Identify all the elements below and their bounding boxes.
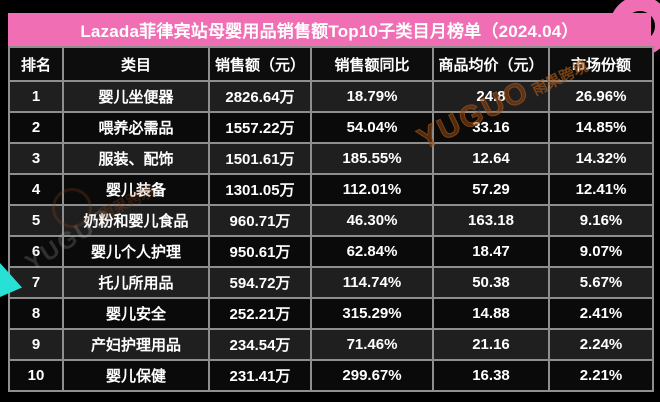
cell-sales-yoy: 315.29% bbox=[310, 297, 434, 330]
cell-sales: 960.71万 bbox=[208, 204, 312, 237]
cell-sales: 950.61万 bbox=[208, 235, 312, 268]
table-row: 1 婴儿坐便器 2826.64万 18.79% 24.8 26.96% bbox=[8, 80, 654, 113]
cell-sales-yoy: 18.79% bbox=[310, 80, 434, 113]
table-row: 6 婴儿个人护理 950.61万 62.84% 18.47 9.07% bbox=[8, 235, 654, 268]
table-row: 9 产妇护理用品 234.54万 71.46% 21.16 2.24% bbox=[8, 328, 654, 361]
header-row: 排名 类目 销售额（元） 销售额同比 商品均价（元） 市场份额 bbox=[8, 46, 654, 82]
table-row: 7 托儿所用品 594.72万 114.74% 50.38 5.67% bbox=[8, 266, 654, 299]
cell-category: 服装、配饰 bbox=[62, 142, 210, 175]
cell-avg-price: 16.38 bbox=[432, 359, 550, 392]
cell-avg-price: 24.8 bbox=[432, 80, 550, 113]
cell-rank: 6 bbox=[8, 235, 64, 268]
col-header-avg-price: 商品均价（元） bbox=[432, 46, 550, 82]
cell-avg-price: 33.16 bbox=[432, 111, 550, 144]
cell-avg-price: 163.18 bbox=[432, 204, 550, 237]
cell-market-share: 14.85% bbox=[548, 111, 654, 144]
cell-category: 婴儿个人护理 bbox=[62, 235, 210, 268]
cell-rank: 9 bbox=[8, 328, 64, 361]
cell-market-share: 9.16% bbox=[548, 204, 654, 237]
cell-market-share: 26.96% bbox=[548, 80, 654, 113]
cell-sales-yoy: 299.67% bbox=[310, 359, 434, 392]
cell-sales: 1557.22万 bbox=[208, 111, 312, 144]
ranking-table: 排名 类目 销售额（元） 销售额同比 商品均价（元） 市场份额 1 婴儿坐便器 … bbox=[8, 46, 654, 392]
cell-sales-yoy: 54.04% bbox=[310, 111, 434, 144]
title-banner: Lazada菲律宾站母婴用品销售额Top10子类目月榜单（2024.04） bbox=[8, 13, 651, 46]
cell-sales-yoy: 62.84% bbox=[310, 235, 434, 268]
cell-market-share: 2.41% bbox=[548, 297, 654, 330]
table-row: 2 喂养必需品 1557.22万 54.04% 33.16 14.85% bbox=[8, 111, 654, 144]
col-header-rank: 排名 bbox=[8, 46, 64, 82]
cell-sales-yoy: 114.74% bbox=[310, 266, 434, 299]
cell-avg-price: 50.38 bbox=[432, 266, 550, 299]
cell-rank: 1 bbox=[8, 80, 64, 113]
cell-market-share: 9.07% bbox=[548, 235, 654, 268]
cell-rank: 3 bbox=[8, 142, 64, 175]
cell-rank: 4 bbox=[8, 173, 64, 206]
col-header-market-share: 市场份额 bbox=[548, 46, 654, 82]
cell-avg-price: 57.29 bbox=[432, 173, 550, 206]
cell-sales-yoy: 71.46% bbox=[310, 328, 434, 361]
cell-avg-price: 21.16 bbox=[432, 328, 550, 361]
cell-category: 奶粉和婴儿食品 bbox=[62, 204, 210, 237]
cell-sales: 1301.05万 bbox=[208, 173, 312, 206]
cell-rank: 8 bbox=[8, 297, 64, 330]
col-header-sales: 销售额（元） bbox=[208, 46, 312, 82]
cell-rank: 2 bbox=[8, 111, 64, 144]
table-row: 8 婴儿安全 252.21万 315.29% 14.88 2.41% bbox=[8, 297, 654, 330]
cell-category: 婴儿保健 bbox=[62, 359, 210, 392]
cell-sales: 234.54万 bbox=[208, 328, 312, 361]
page-title: Lazada菲律宾站母婴用品销售额Top10子类目月榜单（2024.04） bbox=[80, 22, 579, 41]
cell-category: 托儿所用品 bbox=[62, 266, 210, 299]
cell-category: 产妇护理用品 bbox=[62, 328, 210, 361]
cell-avg-price: 18.47 bbox=[432, 235, 550, 268]
table-row: 5 奶粉和婴儿食品 960.71万 46.30% 163.18 9.16% bbox=[8, 204, 654, 237]
cell-sales-yoy: 112.01% bbox=[310, 173, 434, 206]
cell-category: 婴儿装备 bbox=[62, 173, 210, 206]
cell-market-share: 5.67% bbox=[548, 266, 654, 299]
table-row: 4 婴儿装备 1301.05万 112.01% 57.29 12.41% bbox=[8, 173, 654, 206]
cell-market-share: 14.32% bbox=[548, 142, 654, 175]
cell-category: 婴儿安全 bbox=[62, 297, 210, 330]
cell-sales: 594.72万 bbox=[208, 266, 312, 299]
cell-sales: 252.21万 bbox=[208, 297, 312, 330]
cell-avg-price: 14.88 bbox=[432, 297, 550, 330]
cell-sales-yoy: 46.30% bbox=[310, 204, 434, 237]
cell-category: 喂养必需品 bbox=[62, 111, 210, 144]
cell-sales: 1501.61万 bbox=[208, 142, 312, 175]
table-row: 3 服装、配饰 1501.61万 185.55% 12.64 14.32% bbox=[8, 142, 654, 175]
cell-category: 婴儿坐便器 bbox=[62, 80, 210, 113]
cell-avg-price: 12.64 bbox=[432, 142, 550, 175]
table-row: 10 婴儿保健 231.41万 299.67% 16.38 2.21% bbox=[8, 359, 654, 392]
cell-market-share: 2.21% bbox=[548, 359, 654, 392]
col-header-sales-yoy: 销售额同比 bbox=[310, 46, 434, 82]
col-header-category: 类目 bbox=[62, 46, 210, 82]
cell-sales: 231.41万 bbox=[208, 359, 312, 392]
cell-sales: 2826.64万 bbox=[208, 80, 312, 113]
cell-rank: 10 bbox=[8, 359, 64, 392]
cell-market-share: 2.24% bbox=[548, 328, 654, 361]
cell-rank: 5 bbox=[8, 204, 64, 237]
cell-sales-yoy: 185.55% bbox=[310, 142, 434, 175]
cell-market-share: 12.41% bbox=[548, 173, 654, 206]
